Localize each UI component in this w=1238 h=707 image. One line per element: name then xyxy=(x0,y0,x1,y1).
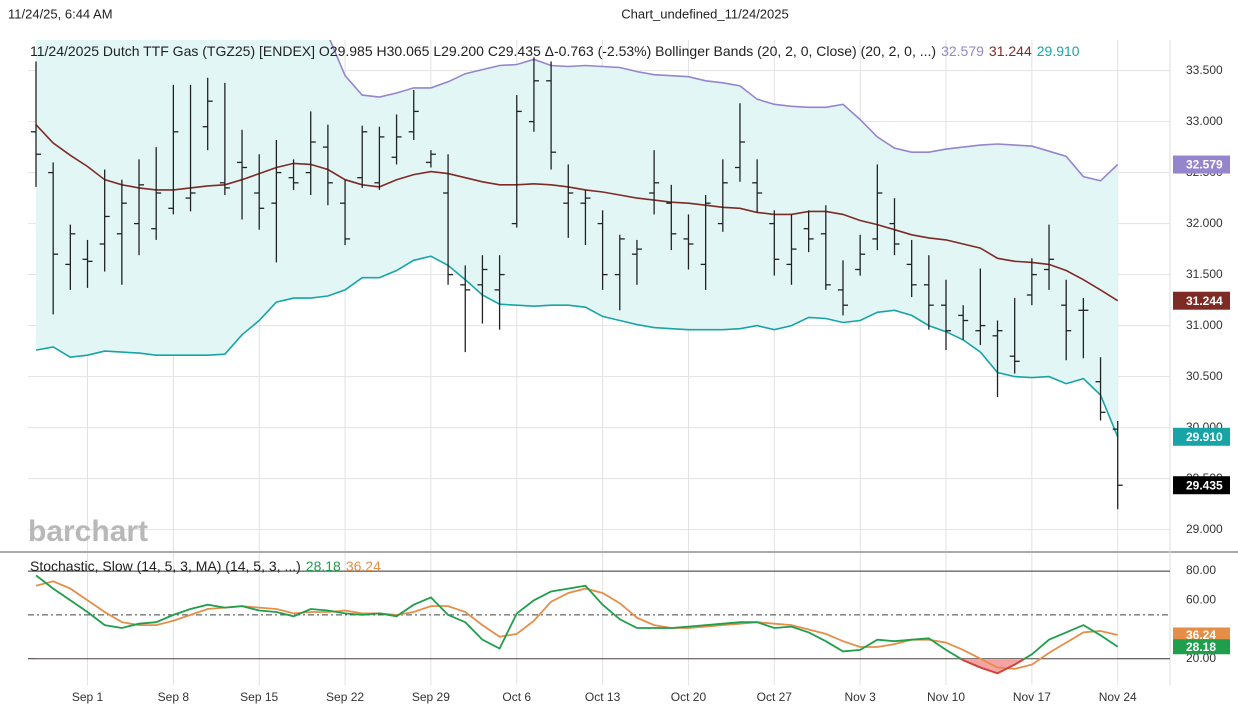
y-tick-label: 33.500 xyxy=(1186,63,1223,77)
main-plot xyxy=(31,40,1123,510)
legend: Stochastic, Slow (14, 5, 3, MA) (14, 5, … xyxy=(30,558,381,574)
x-tick-label: Oct 6 xyxy=(502,690,531,704)
legend: 11/24/2025 Dutch TTF Gas (TGZ25) [ENDEX]… xyxy=(30,43,1080,59)
band-fill xyxy=(36,40,1118,437)
legend-text: Stochastic, Slow (14, 5, 3, MA) (14, 5, … xyxy=(30,558,301,574)
last-value-box xyxy=(1173,155,1230,174)
last-value-box xyxy=(1173,427,1230,446)
y-tick-label: 30.500 xyxy=(1186,369,1223,383)
stoch-line xyxy=(35,580,1118,670)
band-line xyxy=(35,255,1119,438)
last-value-label: 29.910 xyxy=(1186,430,1223,444)
y-tick-label: 33.000 xyxy=(1186,114,1223,128)
timestamp: 11/24/25, 6:44 AM xyxy=(8,6,113,21)
y-tick-label: 32.000 xyxy=(1186,216,1223,230)
band-line xyxy=(35,124,1119,302)
x-tick-label: Nov 3 xyxy=(844,690,876,704)
legend-text: 11/24/2025 Dutch TTF Gas (TGZ25) [ENDEX]… xyxy=(30,43,936,59)
x-tick-label: Oct 27 xyxy=(757,690,793,704)
last-value-box xyxy=(1173,627,1230,643)
stoch-plot xyxy=(28,570,1170,675)
legend-value: 32.579 xyxy=(941,43,984,59)
last-value-box xyxy=(1173,639,1230,655)
y-tick-label: 29.000 xyxy=(1186,522,1223,536)
last-value-box xyxy=(1173,291,1230,310)
stoch-line xyxy=(35,574,1119,675)
x-tick-label: Sep 29 xyxy=(412,690,450,704)
x-tick-label: Nov 17 xyxy=(1013,690,1051,704)
legend-value: 31.244 xyxy=(989,43,1032,59)
x-tick-label: Sep 1 xyxy=(72,690,104,704)
last-value-label: 31.244 xyxy=(1186,294,1223,308)
legend-value: 28.18 xyxy=(306,558,341,574)
watermark: barchart xyxy=(28,515,148,548)
band-line xyxy=(329,40,1119,182)
y-tick-label: 31.500 xyxy=(1186,267,1223,281)
last-value-label: 29.435 xyxy=(1186,478,1223,492)
x-tick-label: Sep 15 xyxy=(240,690,278,704)
x-tick-label: Sep 22 xyxy=(326,690,364,704)
y-tick-label: 31.000 xyxy=(1186,318,1223,332)
last-value-box xyxy=(1173,476,1230,495)
x-tick-label: Nov 10 xyxy=(927,690,965,704)
y-tick-label: 20.00 xyxy=(1186,651,1216,665)
legend-value: 29.910 xyxy=(1037,43,1080,59)
oversold-fill xyxy=(36,658,1118,674)
x-tick-label: Sep 8 xyxy=(158,690,190,704)
y-tick-label: 60.00 xyxy=(1186,592,1216,606)
x-tick-label: Oct 13 xyxy=(585,690,621,704)
y-tick-label: 80.00 xyxy=(1186,563,1216,577)
last-value-label: 28.18 xyxy=(1186,640,1216,654)
x-tick-label: Oct 20 xyxy=(671,690,707,704)
last-value-label: 32.579 xyxy=(1186,158,1223,172)
x-tick-label: Nov 24 xyxy=(1099,690,1137,704)
page-title: Chart_undefined_11/24/2025 xyxy=(621,6,788,21)
legend-value: 36.24 xyxy=(346,558,381,574)
last-value-label: 36.24 xyxy=(1186,628,1216,642)
